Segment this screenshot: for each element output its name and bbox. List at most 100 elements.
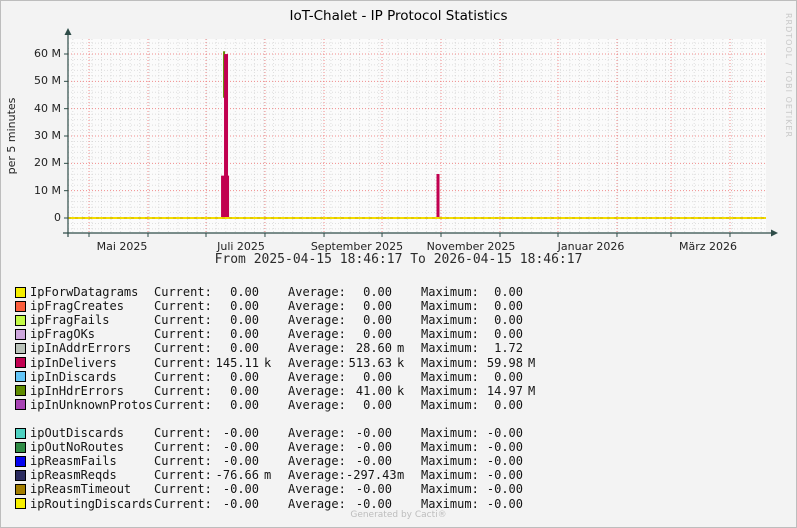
- x-tick-label: September 2025: [310, 240, 404, 253]
- average-value: 0.00: [363, 313, 392, 328]
- series-color-swatch: [15, 314, 26, 326]
- series-name: ipReasmFails: [30, 454, 117, 469]
- series-name: ipReasmReqds: [30, 468, 117, 483]
- legend-row: ipInUnknownProtos Current: 0.00 Average:…: [15, 398, 541, 412]
- average-label: Average:: [288, 383, 346, 398]
- average-value: -297.43: [346, 468, 397, 483]
- legend-row: ipRoutingDiscards Current: -0.00 Average…: [15, 496, 541, 511]
- average-label: Average:: [288, 454, 346, 469]
- maximum-value: 0.00: [494, 397, 523, 412]
- legend-row: ipFragCreates Current: 0.00 Average: 0.0…: [15, 299, 541, 313]
- legend-row: ipInAddrErrors Current: 0.00 Average: 28…: [15, 341, 541, 355]
- y-tick-label: 40 M: [34, 101, 61, 115]
- maximum-label: Maximum:: [421, 355, 479, 370]
- time-range-caption: From 2025-04-15 18:46:17 To 2026-04-15 1…: [214, 252, 583, 267]
- rrdtool-watermark: RRDTOOL / TOBI OETIKER: [784, 13, 793, 139]
- current-label: Current:: [154, 468, 212, 483]
- legend-row: ipReasmReqds Current: -76.66 m Average: …: [15, 468, 541, 482]
- average-unit: k: [397, 383, 405, 398]
- legend-row: IpForwDatagrams Current: 0.00 Average: 0…: [15, 285, 541, 299]
- series-name: ipInUnknownProtos: [30, 397, 153, 412]
- average-value: -0.00: [355, 440, 392, 455]
- current-value: 0.00: [230, 327, 259, 342]
- average-value: 0.00: [363, 397, 392, 412]
- maximum-label: Maximum:: [421, 383, 479, 398]
- current-value: 0.00: [230, 341, 259, 356]
- x-tick-label: März 2026: [678, 240, 737, 253]
- maximum-label: Maximum:: [421, 440, 479, 455]
- legend-row: ipInDiscards Current: 0.00 Average: 0.00…: [15, 370, 541, 384]
- current-label: Current:: [154, 440, 212, 455]
- maximum-value: 0.00: [494, 313, 523, 328]
- y-tick-label: 30 M: [34, 129, 61, 142]
- series-name: ipRoutingDiscards: [30, 496, 153, 511]
- average-label: Average:: [288, 397, 346, 412]
- average-value: -0.00: [355, 454, 392, 469]
- current-value: -0.00: [222, 482, 259, 497]
- maximum-label: Maximum:: [421, 482, 479, 497]
- y-tick-label: 10 M: [34, 183, 61, 197]
- average-value: 0.00: [363, 369, 392, 384]
- generated-by-caption: Generated by Cacti®: [350, 510, 447, 520]
- series-color-swatch: [15, 357, 26, 369]
- maximum-value: 0.00: [494, 327, 523, 342]
- spike-ipInDelivers: [221, 175, 230, 218]
- maximum-label: Maximum:: [421, 454, 479, 469]
- current-label: Current:: [154, 341, 212, 356]
- legend-group-out: ipOutDiscards Current: -0.00 Average: -0…: [15, 426, 541, 511]
- maximum-value: -0.00: [486, 482, 523, 497]
- x-tick-label: November 2025: [426, 240, 516, 253]
- legend-row: ipReasmTimeout Current: -0.00 Average: -…: [15, 482, 541, 496]
- current-value: -0.00: [222, 426, 259, 441]
- series-name: ipOutDiscards: [30, 426, 124, 441]
- maximum-value: 14.97: [486, 383, 523, 398]
- maximum-label: Maximum:: [421, 468, 479, 483]
- average-value: 513.63: [348, 355, 392, 370]
- maximum-value: 0.00: [494, 369, 523, 384]
- legend-row: ipInDelivers Current: 145.11 k Average: …: [15, 355, 541, 370]
- average-value: -0.00: [355, 426, 392, 441]
- current-value: -0.00: [222, 440, 259, 455]
- series-name: ipFragOKs: [30, 327, 96, 342]
- current-value: -0.00: [222, 496, 259, 511]
- series-name: ipFragCreates: [30, 299, 124, 314]
- current-label: Current:: [154, 397, 212, 412]
- graph-title: IoT-Chalet - IP Protocol Statistics: [289, 8, 508, 24]
- maximum-value: 0.00: [494, 285, 523, 300]
- x-tick-label: Januar 2026: [557, 240, 625, 253]
- average-value: 0.00: [363, 299, 392, 314]
- current-label: Current:: [154, 482, 212, 497]
- plot-area: [63, 28, 778, 237]
- maximum-value: 0.00: [494, 299, 523, 314]
- maximum-value: -0.00: [486, 426, 523, 441]
- average-label: Average:: [288, 369, 346, 384]
- series-color-swatch: [15, 441, 26, 453]
- current-value: -76.66: [215, 468, 259, 483]
- current-label: Current:: [154, 285, 212, 300]
- legend-row: ipInHdrErrors Current: 0.00 Average: 41.…: [15, 384, 541, 398]
- average-label: Average:: [288, 313, 346, 328]
- series-color-swatch: [15, 300, 26, 312]
- maximum-label: Maximum:: [421, 397, 479, 412]
- maximum-label: Maximum:: [421, 327, 479, 342]
- current-value: 0.00: [230, 383, 259, 398]
- series-color-swatch: [15, 385, 26, 397]
- y-tick-label: 50 M: [34, 74, 61, 88]
- series-name: ipInDiscards: [30, 369, 117, 384]
- series-color-swatch: [15, 455, 26, 467]
- legend-row: ipFragOKs Current: 0.00 Average: 0.00 Ma…: [15, 327, 541, 341]
- legend-row: ipReasmFails Current: -0.00 Average: -0.…: [15, 454, 541, 468]
- legend-row: ipOutDiscards Current: -0.00 Average: -0…: [15, 426, 541, 440]
- average-unit: m: [397, 468, 405, 483]
- current-label: Current:: [154, 454, 212, 469]
- current-value: 0.00: [230, 369, 259, 384]
- current-value: 0.00: [230, 299, 259, 314]
- maximum-unit: M: [528, 383, 536, 398]
- series-name: IpForwDatagrams: [30, 285, 139, 300]
- average-unit: m: [397, 341, 405, 356]
- series-color-swatch: [15, 286, 26, 298]
- series-color-swatch: [15, 371, 26, 383]
- legend-group-in: IpForwDatagrams Current: 0.00 Average: 0…: [15, 285, 541, 412]
- series-name: ipInDelivers: [30, 355, 117, 370]
